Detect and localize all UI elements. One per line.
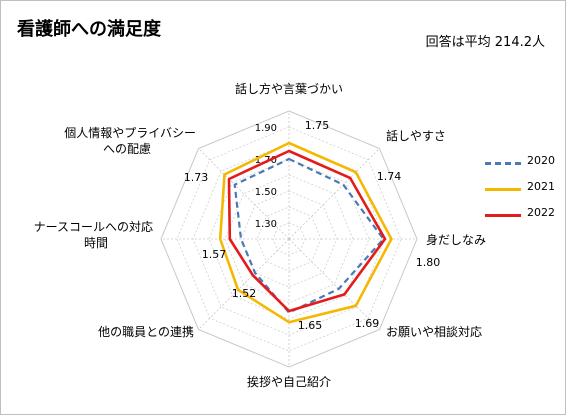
grid-spoke: [288, 148, 380, 240]
category-label: 話し方や言葉づかい: [235, 81, 343, 96]
category-label-line: 他の職員との連携: [98, 324, 194, 339]
scale-tick-label: 1.30: [255, 219, 277, 230]
data-label: 1.57: [202, 248, 227, 261]
data-label: 1.52: [232, 287, 257, 300]
category-label-line: 話しやすさ: [386, 128, 446, 143]
category-label-line: 時間: [84, 236, 108, 250]
grid-ring: [160, 110, 418, 368]
data-label: 1.65: [298, 319, 323, 332]
grid-spoke: [198, 148, 290, 240]
category-label: お願いや相談対応: [386, 324, 482, 339]
data-label: 1.74: [377, 170, 402, 183]
series-line-2020: [233, 157, 385, 314]
category-label: 話しやすさ: [386, 128, 446, 143]
data-label: 1.75: [305, 119, 330, 132]
legend-swatch: [485, 188, 521, 191]
legend-item-2021: 2021: [485, 180, 555, 206]
radar-grid: [160, 110, 418, 368]
scale-tick-label: 1.50: [255, 187, 277, 198]
category-label-line: 挨拶や自己紹介: [247, 374, 331, 389]
data-label: 1.73: [184, 171, 209, 184]
legend-item-2020: 2020: [485, 154, 555, 180]
category-label-line: 話し方や言葉づかい: [235, 81, 343, 96]
data-label: 1.69: [355, 317, 380, 330]
category-label-line: お願いや相談対応: [386, 324, 482, 339]
grid-spoke: [198, 238, 290, 330]
scale-tick-label: 1.90: [255, 123, 277, 134]
data-label: 1.80: [416, 256, 441, 269]
legend-label: 2021: [527, 180, 555, 193]
category-label-line: への配慮: [103, 142, 151, 156]
category-label: 他の職員との連携: [98, 324, 194, 339]
legend-item-2022: 2022: [485, 206, 555, 232]
legend-swatch: [485, 214, 521, 217]
radar-scale-ticks: 1.301.501.701.90: [255, 123, 277, 230]
category-label: 挨拶や自己紹介: [247, 374, 331, 389]
chart-legend: 2020 2021 2022: [485, 154, 555, 232]
grid-spoke: [288, 238, 380, 330]
legend-label: 2022: [527, 206, 555, 219]
chart-subtitle: 回答は平均 214.2人: [425, 35, 545, 50]
category-label: 個人情報やプライバシーへの配慮: [64, 126, 196, 156]
grid-ring: [240, 190, 338, 288]
category-label: ナースコールへの対応時間: [34, 220, 153, 250]
category-label-line: ナースコールへの対応: [34, 220, 153, 234]
series-line-2021: [218, 141, 393, 324]
legend-label: 2020: [527, 154, 555, 167]
legend-swatch: [485, 162, 521, 165]
series-line-2022: [227, 149, 387, 313]
chart-title: 看護師への満足度: [17, 19, 161, 40]
category-label-line: 身だしなみ: [426, 232, 486, 247]
category-label: 身だしなみ: [426, 232, 486, 247]
radar-series: [218, 141, 393, 324]
category-label-line: 個人情報やプライバシー: [64, 126, 196, 140]
data-labels: 1.75 1.74 1.80 1.69 1.65 1.52 1.57 1.73: [184, 119, 441, 332]
